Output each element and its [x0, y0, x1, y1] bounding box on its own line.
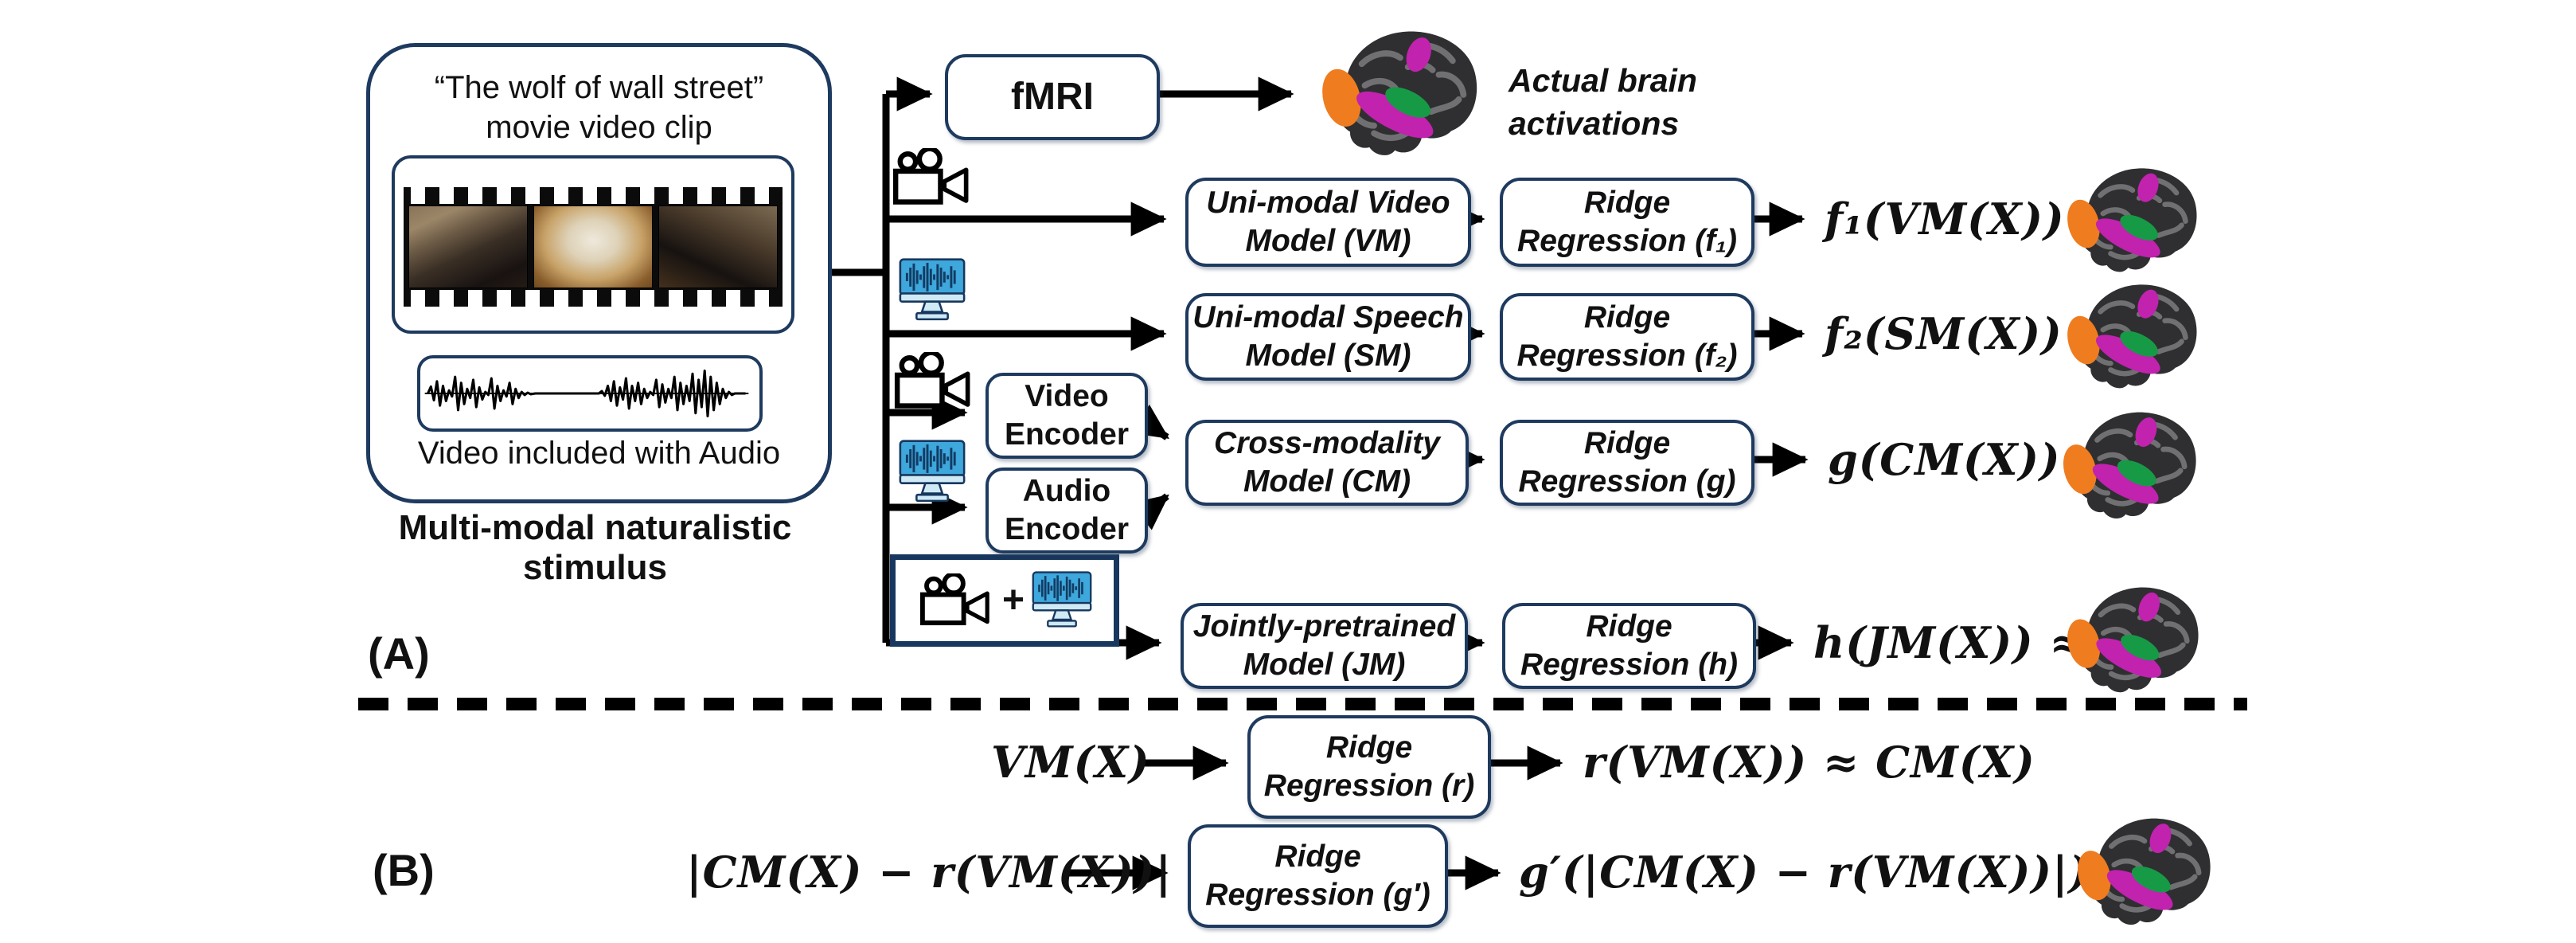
movie-clip-box — [392, 155, 794, 334]
video-plus-audio-box: + — [890, 554, 1119, 647]
ridge-f2-line2: Regression (f₂) — [1516, 338, 1738, 373]
film-frame-mixing-bowl — [533, 205, 653, 288]
plus-sign: + — [1001, 579, 1025, 621]
stimulus-panel: “The wolf of wall street” movie video cl… — [366, 43, 832, 503]
video-encoder-box: Video Encoder — [986, 373, 1148, 459]
cross-modality-model-line2: Model (CM) — [1243, 464, 1411, 499]
audio-encoder-line1: Audio — [1022, 474, 1111, 509]
video-encoder-line1: Video — [1025, 379, 1109, 414]
ridge-r-line1: Ridge — [1325, 730, 1413, 765]
uni-modal-video-model-box: Uni-modal Video Model (VM) — [1185, 178, 1471, 267]
formula-f2: f₂(SM(X)) ≈ — [1825, 308, 2115, 359]
panel-b-input-residual: |CM(X) − r(VM(X))| — [686, 847, 1173, 898]
ridge-regression-r-box: Ridge Regression (r) — [1247, 715, 1491, 819]
ridge-f1-line2: Regression (f₁) — [1517, 224, 1737, 258]
uni-modal-speech-model-line1: Uni-modal Speech — [1192, 300, 1464, 335]
brain-actual-activations — [1312, 21, 1489, 167]
stimulus-title-line1: “The wolf of wall street” — [434, 70, 764, 105]
video-camera-icon — [890, 148, 974, 207]
cross-modality-model-box: Cross-modality Model (CM) — [1185, 420, 1469, 506]
ridge-regression-f2-box: Ridge Regression (f₂) — [1500, 293, 1754, 381]
audio-waveform-box — [417, 355, 763, 432]
jointly-pretrained-model-box: Jointly-pretrained Model (JM) — [1181, 603, 1468, 689]
actual-label-line1: Actual brain — [1509, 62, 1697, 99]
film-sprocket-holes-bottom — [404, 290, 783, 307]
ridge-g-line2: Regression (g) — [1518, 464, 1736, 499]
stimulus-title: “The wolf of wall street” movie video cl… — [370, 68, 828, 147]
ridge-f2-line1: Ridge — [1583, 300, 1671, 335]
uni-modal-video-model-line2: Model (VM) — [1245, 224, 1411, 258]
audio-caption: Video included with Audio — [417, 436, 781, 471]
ridge-h-line2: Regression (h) — [1520, 648, 1739, 682]
film-frames — [408, 205, 778, 288]
ridge-r-line2: Regression (r) — [1263, 769, 1475, 803]
fmri-box: fMRI — [945, 54, 1160, 140]
panel-a-label: (A) — [368, 628, 430, 679]
ridge-regression-gprime-box: Ridge Regression (g′) — [1188, 824, 1448, 928]
video-encoder-line2: Encoder — [1004, 417, 1130, 452]
arrow-audio-encoder-to-cm — [1130, 493, 1169, 530]
jointly-pretrained-model-line1: Jointly-pretrained — [1192, 609, 1456, 644]
ridge-gprime-line1: Ridge — [1274, 839, 1361, 875]
video-camera-icon — [892, 352, 976, 411]
formula-h: h(JM(X)) ≈ — [1813, 617, 2086, 668]
audio-waveform-monitor-icon — [898, 258, 966, 323]
ridge-regression-f1-box: Ridge Regression (f₁) — [1500, 178, 1754, 267]
jointly-pretrained-model-line2: Model (JM) — [1243, 648, 1406, 682]
arrow-video-encoder-to-cm — [1130, 404, 1169, 440]
ridge-regression-h-box: Ridge Regression (h) — [1502, 603, 1756, 689]
ridge-f1-line1: Ridge — [1583, 186, 1671, 221]
ridge-g-line1: Ridge — [1583, 426, 1671, 461]
panel-b-output-r: r(VM(X)) ≈ CM(X) — [1583, 737, 2035, 788]
panel-b-label: (B) — [373, 845, 435, 895]
actual-brain-activations-label: Actual brain activations — [1509, 59, 1747, 145]
ridge-gprime-line2: Regression (g′) — [1205, 878, 1430, 912]
uni-modal-speech-model-box: Uni-modal Speech Model (SM) — [1185, 293, 1471, 381]
video-camera-icon — [916, 573, 996, 628]
brain-predicted-jm — [2058, 578, 2209, 702]
cross-modality-model-line1: Cross-modality — [1214, 426, 1440, 461]
brain-predicted-residual — [2068, 809, 2221, 935]
uni-modal-video-model-line1: Uni-modal Video — [1206, 186, 1450, 221]
panel-b-input-vmx: VM(X) — [991, 737, 1150, 788]
fmri-label: fMRI — [1011, 75, 1094, 118]
audio-waveform-monitor-icon — [898, 440, 966, 505]
film-frame-kitchen-woman — [408, 205, 528, 288]
stimulus-title-line2: movie video clip — [486, 110, 712, 145]
film-sprocket-holes-top — [404, 187, 783, 204]
ridge-regression-g-box: Ridge Regression (g) — [1500, 420, 1754, 506]
audio-encoder-box: Audio Encoder — [986, 468, 1148, 554]
brain-predicted-cm — [2054, 403, 2207, 529]
audio-encoder-line2: Encoder — [1004, 512, 1130, 546]
audio-waveform-monitor-icon — [1031, 571, 1093, 630]
film-strip — [404, 187, 783, 307]
film-frame-baking-tray — [658, 205, 778, 288]
panel-b-output-gprime: g′(|CM(X) − r(VM(X))|) ≈ — [1519, 847, 2143, 898]
audio-waveform — [424, 369, 749, 418]
dashed-divider — [358, 698, 2247, 710]
ridge-h-line1: Ridge — [1586, 609, 1672, 644]
brain-predicted-sm — [2059, 276, 2207, 398]
brain-predicted-vm — [2059, 159, 2207, 282]
actual-label-line2: activations — [1509, 105, 1680, 143]
uni-modal-speech-model-line2: Model (SM) — [1245, 338, 1411, 373]
stimulus-caption: Multi-modal naturalistic stimulus — [398, 508, 792, 587]
